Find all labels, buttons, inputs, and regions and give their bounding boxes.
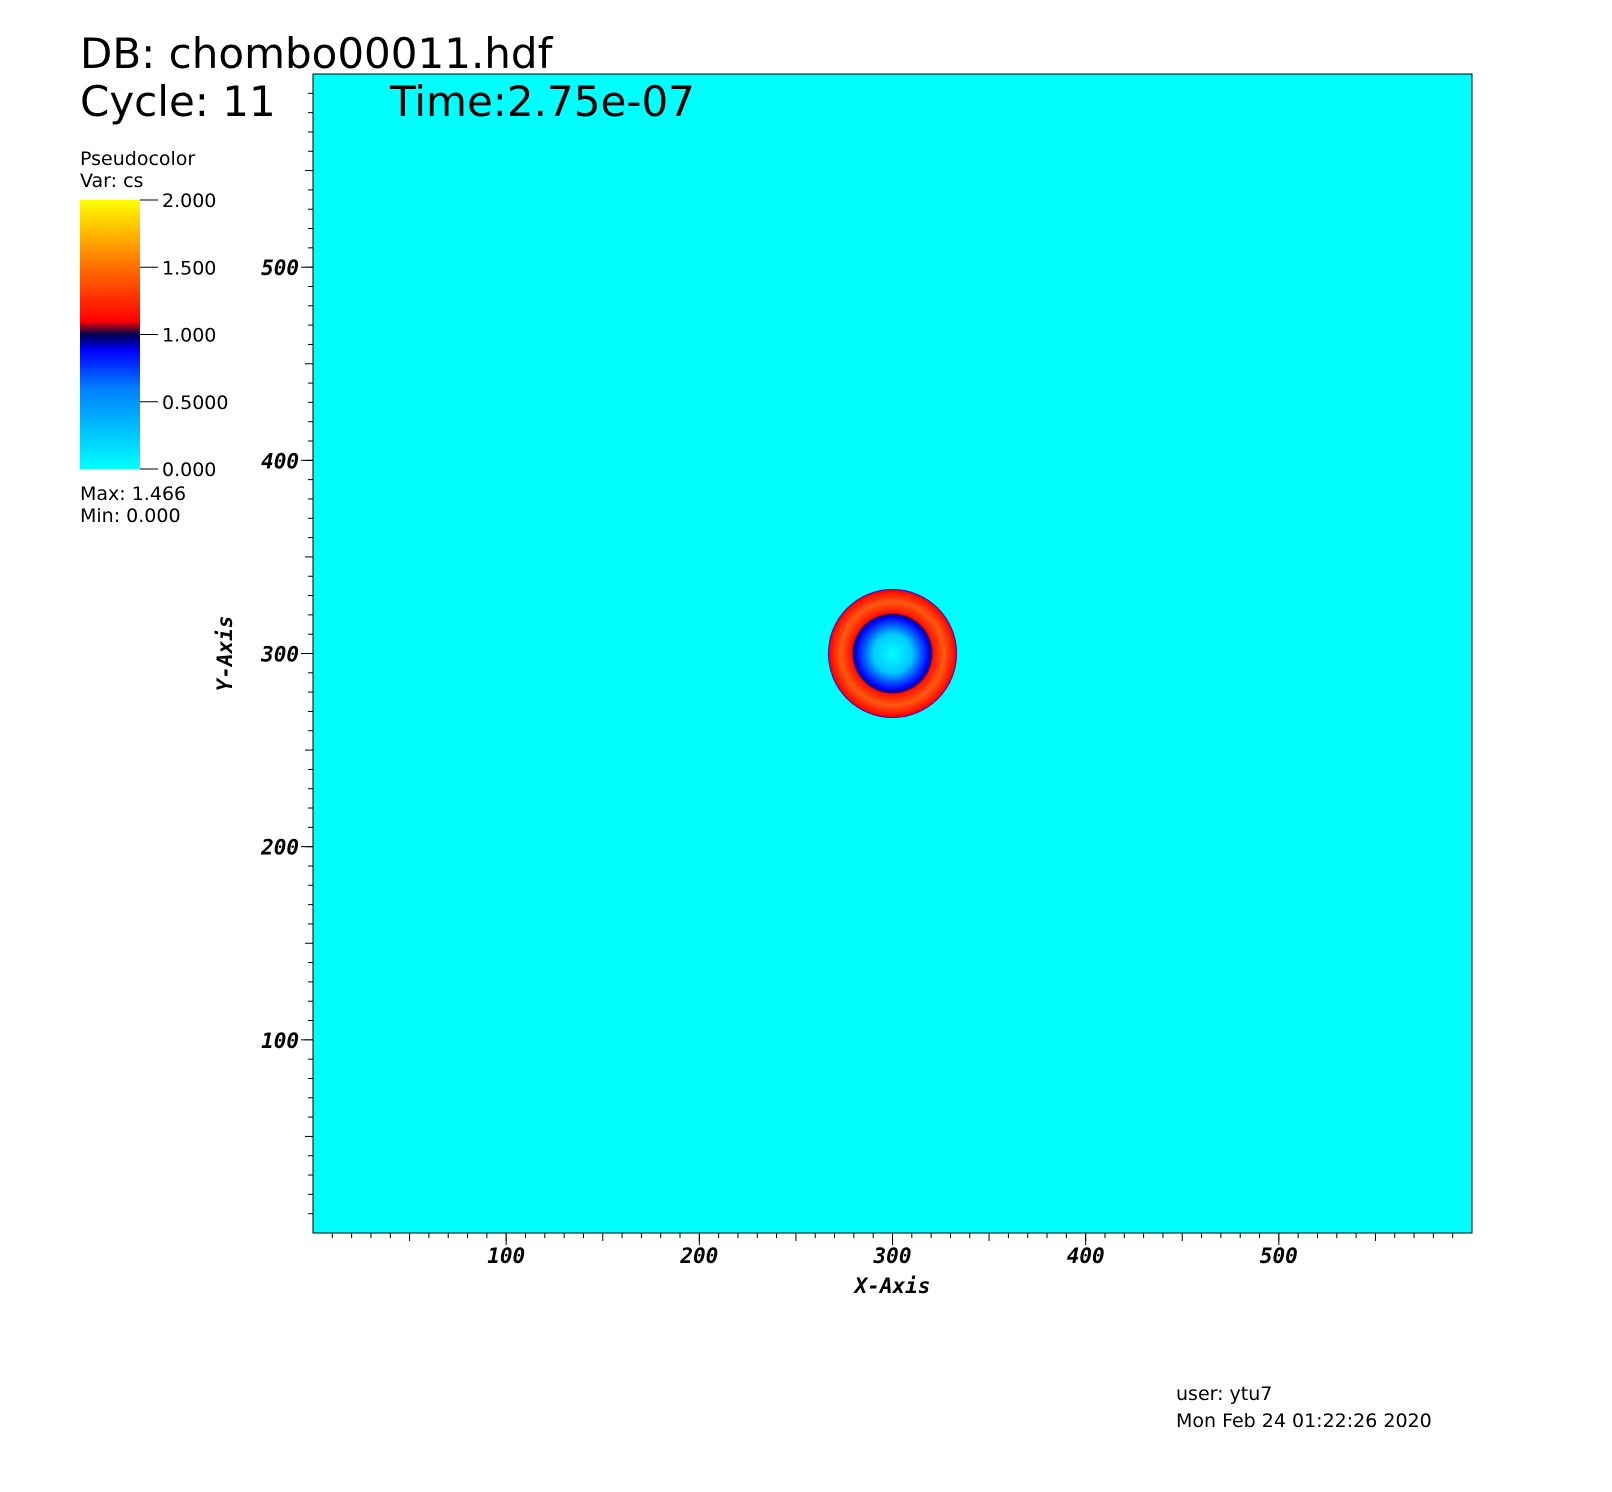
y-tick-label: 100	[261, 1029, 299, 1053]
colorbar	[80, 200, 140, 469]
y-tick-label: 500	[261, 256, 299, 280]
legend-max: Max: 1.466	[80, 483, 186, 505]
colorbar-tick-label: 1.000	[162, 325, 216, 347]
legend-min: Min: 0.000	[80, 505, 181, 527]
y-tick-label: 400	[261, 449, 299, 473]
plot: 100 200 300 400 500 100 200 300 400 500 X-Axis Y-Ax…	[213, 73, 1473, 1298]
db-label: DB: chombo00011.hdf	[80, 29, 554, 78]
legend-title: Pseudocolor	[80, 148, 195, 170]
x-tick-label: 200	[679, 1244, 718, 1268]
user-label: user: ytu7	[1176, 1383, 1272, 1405]
x-tick-label: 100	[487, 1244, 525, 1268]
y-axis-title: Y-Axis	[213, 616, 237, 692]
time-label: Time:2.75e-07	[389, 77, 695, 126]
x-tick-label: 300	[873, 1244, 912, 1268]
x-axis-title: X-Axis	[853, 1274, 931, 1298]
y-tick-label: 200	[260, 836, 299, 860]
x-tick-label: 400	[1067, 1244, 1105, 1268]
colorbar-tick-label: 1.500	[162, 257, 216, 279]
x-tick-label: 500	[1260, 1244, 1298, 1268]
y-tick-label: 300	[260, 643, 299, 667]
date-label: Mon Feb 24 01:22:26 2020	[1176, 1410, 1432, 1432]
shock-ring	[827, 588, 958, 719]
legend-var: Var: cs	[80, 170, 143, 192]
colorbar-tick-label: 2.000	[162, 190, 216, 212]
colorbar-tick-label: 0.000	[162, 459, 216, 481]
colorbar-tick-label: 0.5000	[162, 392, 228, 414]
cycle-label: Cycle: 11	[80, 77, 276, 126]
